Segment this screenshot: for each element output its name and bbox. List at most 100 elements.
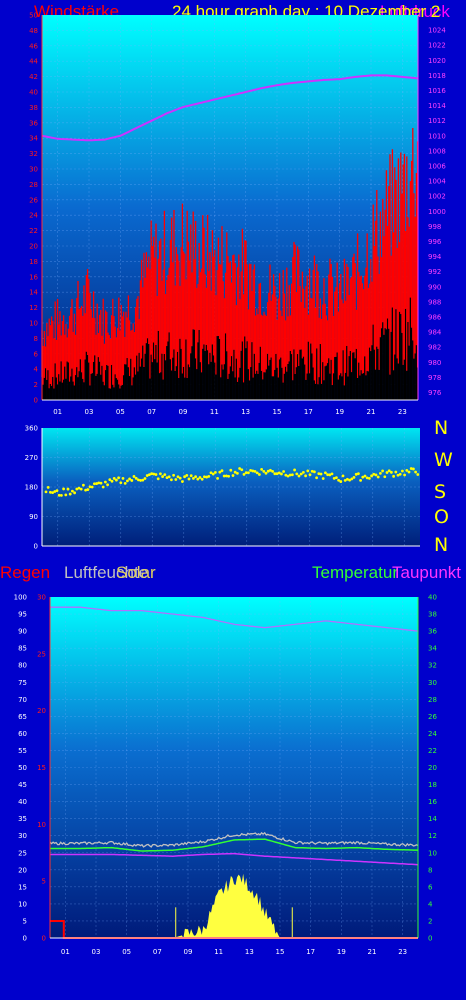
humidity-tick-label: 80 xyxy=(18,662,27,670)
direction-point xyxy=(343,478,347,482)
direction-point xyxy=(110,479,114,483)
y-tick-label: 46 xyxy=(29,42,38,50)
direction-point xyxy=(286,474,290,478)
direction-point xyxy=(198,476,202,479)
direction-point xyxy=(64,493,68,497)
rain-label: Regen xyxy=(0,563,51,582)
x-tick-label: 11 xyxy=(214,948,223,956)
direction-point xyxy=(225,474,228,478)
direction-point xyxy=(143,477,147,480)
y-tick-label: 30 xyxy=(29,166,38,174)
temperature-tick-label: 26 xyxy=(428,713,437,721)
x-tick-label: 15 xyxy=(276,948,285,956)
direction-point xyxy=(60,493,63,497)
wind-pressure-chart: 0246810121416182022242628303234363840424… xyxy=(29,12,446,417)
direction-point xyxy=(134,476,138,480)
x-tick-label: 01 xyxy=(61,948,70,956)
y-tick-label: 48 xyxy=(29,27,38,35)
y2-tick-label: 1004 xyxy=(428,178,446,186)
rain-tick-label: 20 xyxy=(37,707,46,715)
direction-point xyxy=(409,467,413,470)
direction-point xyxy=(49,490,52,494)
y2-tick-label: 992 xyxy=(428,268,441,276)
direction-point xyxy=(51,491,54,495)
direction-point xyxy=(269,468,272,472)
direction-point xyxy=(205,475,209,479)
solar-label: Solar xyxy=(116,563,156,582)
humidity-tick-label: 90 xyxy=(18,628,27,636)
direction-point xyxy=(249,469,253,472)
x-tick-label: 05 xyxy=(122,948,131,956)
direction-point xyxy=(324,471,327,475)
direction-point xyxy=(350,477,354,481)
direction-point xyxy=(137,478,140,482)
direction-point xyxy=(68,492,72,496)
direction-point xyxy=(273,472,277,476)
humidity-tick-label: 10 xyxy=(18,900,27,908)
direction-point xyxy=(130,479,134,482)
x-tick-label: 03 xyxy=(85,408,94,416)
direction-point xyxy=(218,470,222,474)
direction-point xyxy=(233,470,237,474)
direction-point xyxy=(150,472,154,476)
y2-tick-label: 1024 xyxy=(428,27,446,35)
direction-point xyxy=(275,472,279,476)
direction-point xyxy=(381,469,384,473)
humidity-line xyxy=(50,606,419,632)
rain-tick-label: 5 xyxy=(42,878,46,886)
plot-area xyxy=(50,597,418,938)
direction-point xyxy=(266,469,270,473)
y2-tick-label: 1012 xyxy=(428,117,446,125)
x-tick-label: 21 xyxy=(367,408,376,416)
direction-point xyxy=(284,473,288,477)
direction-point xyxy=(412,467,415,471)
direction-point xyxy=(282,470,285,473)
dewpoint-line xyxy=(50,852,419,866)
x-tick-label: 07 xyxy=(147,408,156,416)
direction-point xyxy=(194,475,198,479)
rain-tick-label: 25 xyxy=(37,650,46,658)
direction-point xyxy=(126,479,129,483)
temperature-tick-label: 34 xyxy=(428,645,437,653)
y-tick-label: 8 xyxy=(34,335,38,343)
temperature-tick-label: 12 xyxy=(428,832,437,840)
x-tick-label: 07 xyxy=(153,948,162,956)
humidity-tick-label: 0 xyxy=(23,935,27,943)
direction-point xyxy=(227,474,231,478)
direction-point xyxy=(196,477,200,481)
y2-tick-label: 1008 xyxy=(428,147,446,155)
rain-tick-label: 10 xyxy=(37,821,46,829)
direction-point xyxy=(407,470,411,474)
direction-point xyxy=(178,476,182,480)
wind-direction-chart: 0 90 180 270 360 xyxy=(25,425,420,551)
direction-point xyxy=(319,472,323,476)
y-tick-label: 4 xyxy=(34,366,39,374)
direction-point xyxy=(132,475,136,478)
direction-point xyxy=(337,478,340,482)
direction-point xyxy=(231,474,235,477)
y2-tick-label: 1010 xyxy=(428,132,446,140)
temperature-line xyxy=(50,838,419,852)
direction-point xyxy=(209,471,213,475)
direction-point xyxy=(88,485,92,489)
humidity-tick-label: 20 xyxy=(18,866,27,874)
direction-point xyxy=(53,490,57,493)
direction-point xyxy=(167,475,171,479)
direction-point xyxy=(244,471,248,475)
humidity-tick-label: 15 xyxy=(18,883,27,891)
y2-tick-label: 984 xyxy=(428,329,442,337)
direction-point xyxy=(93,482,96,486)
direction-point xyxy=(216,477,220,480)
humidity-tick-label: 60 xyxy=(18,730,27,738)
humidity-tick-label: 40 xyxy=(18,798,27,806)
y-tick-label: 2 xyxy=(34,381,38,389)
direction-point xyxy=(374,473,378,477)
y-tick-label: 38 xyxy=(29,104,38,112)
direction-point xyxy=(82,483,85,487)
humidity-tick-label: 85 xyxy=(18,645,27,653)
direction-point xyxy=(99,481,103,485)
y-tick-label: 12 xyxy=(29,304,38,312)
direction-point xyxy=(183,475,187,479)
direction-point xyxy=(328,473,332,477)
temperature-tick-label: 2 xyxy=(428,917,432,925)
